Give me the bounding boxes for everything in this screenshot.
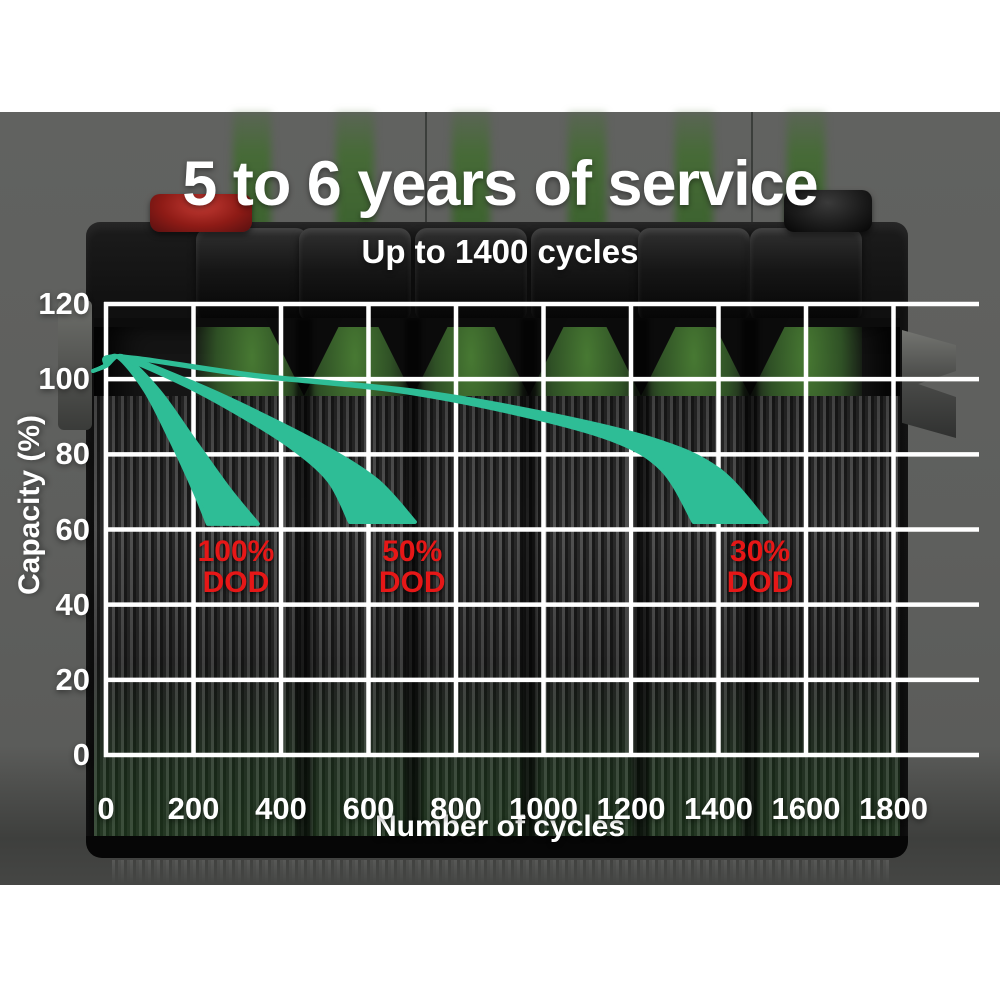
green-glow-column	[336, 112, 374, 232]
x-tick-label: 800	[430, 791, 482, 826]
dod-annotation: 50% DOD	[379, 536, 446, 598]
dod-annotation-line: DOD	[202, 566, 270, 600]
green-glow-column	[675, 112, 713, 232]
battery-floor-reflection	[112, 860, 890, 884]
curve-band-30dod	[91, 354, 769, 524]
curve-band-50dod	[91, 354, 417, 524]
y-tick-label: 100	[38, 361, 90, 397]
cell-edge-line	[425, 112, 427, 224]
cell-edge-line	[751, 112, 753, 224]
battery-terminal-red	[150, 194, 252, 232]
y-tick-label: 40	[55, 586, 90, 622]
x-tick-label: 400	[255, 791, 307, 826]
y-tick-label: 120	[38, 286, 90, 321]
dod-annotation: 100% DOD	[198, 536, 275, 598]
dod-annotation-line: DOD	[378, 566, 446, 600]
green-glow-column	[452, 112, 490, 232]
battery-base	[86, 836, 908, 858]
dod-annotation-line: 50%	[382, 535, 443, 569]
dod-annotation-line: 30%	[730, 535, 791, 569]
x-axis-title: Number of cycles	[374, 810, 626, 843]
cell-divider	[742, 318, 758, 842]
dod-annotation-line: 100%	[197, 535, 275, 569]
page-subtitle: Up to 1400 cycles	[361, 233, 639, 270]
x-tick-label: 1800	[859, 791, 928, 826]
cell-divider	[405, 318, 421, 842]
x-tick-label: 1600	[771, 791, 841, 826]
battery-cell-cap	[638, 228, 750, 322]
battery-handle-left	[58, 300, 92, 430]
y-tick-label: 80	[55, 436, 90, 472]
plate-ribs-shading	[94, 396, 900, 842]
green-glow-column	[568, 112, 606, 232]
cell-divider	[521, 318, 537, 842]
page-title: 5 to 6 years of service	[182, 149, 818, 219]
chart-gridlines	[103, 301, 979, 758]
y-tick-label: 20	[55, 661, 90, 697]
x-tick-label: 600	[342, 791, 395, 826]
battery-cell-cap	[299, 228, 411, 322]
x-tick-label: 0	[97, 791, 115, 826]
battery-terminal-black	[784, 190, 872, 232]
y-tick-label: 0	[72, 737, 90, 772]
battery-cell-cap	[415, 228, 527, 322]
x-tick-label: 1400	[684, 791, 753, 826]
battery-cell-cap	[196, 228, 308, 322]
dod-annotation-line: DOD	[726, 566, 794, 600]
battery-cell-cap	[531, 228, 643, 322]
dod-annotation: 30% DOD	[727, 536, 794, 598]
x-tick-label: 1000	[509, 791, 578, 826]
x-tick-label: 1200	[596, 791, 666, 826]
y-tick-label: 60	[55, 511, 90, 547]
dod-curve-bands	[91, 353, 769, 526]
plate-ribs	[94, 396, 900, 842]
x-tick-label: 200	[167, 791, 220, 826]
